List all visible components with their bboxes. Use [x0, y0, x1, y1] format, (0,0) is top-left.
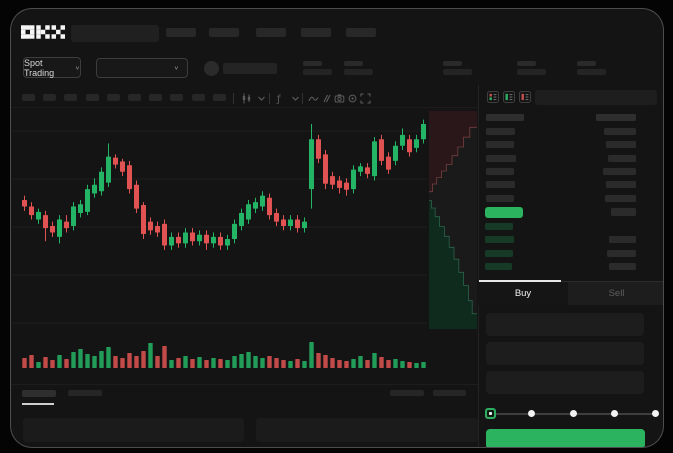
candle-style-icon[interactable] [241, 93, 252, 104]
amount-input-placeholder[interactable] [486, 342, 644, 365]
tab-sell-label[interactable]: Sell [608, 288, 625, 299]
bid-amount-placeholder [607, 249, 636, 257]
timeframe-button-placeholder[interactable] [22, 94, 35, 101]
bid-price-placeholder[interactable] [485, 223, 513, 230]
ask-price-placeholder[interactable] [486, 194, 514, 202]
indicators-icon[interactable]: ƒ [275, 93, 286, 104]
stat-label-placeholder [443, 61, 462, 66]
open-orders-row-placeholder [23, 418, 244, 442]
bid-price-placeholder[interactable] [485, 249, 513, 257]
nav-item-placeholder[interactable] [209, 28, 239, 37]
tab-buy[interactable] [478, 281, 568, 305]
stat-label-placeholder [577, 61, 596, 66]
slider-stop-dot[interactable] [528, 410, 536, 417]
bid-price-placeholder[interactable] [485, 262, 512, 270]
candlestick-chart[interactable] [13, 111, 427, 328]
slider-stop-dot[interactable] [569, 410, 577, 417]
orderbook-amount-header-placeholder [596, 114, 636, 121]
ask-price-placeholder[interactable] [486, 141, 514, 149]
ask-amount-placeholder [604, 128, 636, 135]
stat-value-placeholder [303, 69, 332, 75]
chevron-down-icon: ∨ [173, 65, 179, 72]
timeframe-button-placeholder[interactable] [85, 94, 99, 101]
ask-amount-placeholder [606, 141, 636, 149]
book-bids-icon[interactable] [503, 91, 515, 103]
tab-buy-label[interactable]: Buy [514, 288, 532, 299]
market-type-selector[interactable]: Spot Trading ∨ [23, 57, 81, 78]
pair-name-placeholder [223, 63, 277, 74]
chevron-down-icon[interactable] [290, 93, 301, 104]
okx-logo [21, 25, 65, 39]
stat-label-placeholder [517, 61, 536, 66]
stat-value-placeholder [577, 69, 606, 75]
timeframe-button-placeholder[interactable] [106, 94, 120, 101]
depth-precision-selector-placeholder[interactable] [535, 90, 657, 105]
ask-amount-placeholder [603, 167, 636, 175]
market-type-label: Spot Trading [24, 57, 55, 78]
pair-avatar [204, 61, 219, 76]
book-both-icon[interactable] [487, 91, 499, 103]
bid-amount-placeholder [609, 236, 636, 244]
compare-icon[interactable] [321, 93, 332, 104]
stat-label-placeholder [303, 61, 322, 66]
bid-price-placeholder[interactable] [485, 236, 514, 244]
pair-selector[interactable]: ∨ [96, 58, 188, 78]
timeframe-button-placeholder[interactable] [128, 94, 141, 101]
timeframe-button-placeholder[interactable] [212, 94, 226, 101]
active-tab-indicator [479, 280, 561, 282]
timeframe-button-placeholder[interactable] [191, 94, 205, 101]
right-panel: Buy Sell [478, 9, 663, 447]
fullscreen-icon[interactable] [360, 93, 371, 104]
last-price-badge[interactable] [485, 207, 523, 218]
percent-slider-handle[interactable] [485, 408, 496, 419]
bid-amount-placeholder [609, 262, 636, 270]
depth-overlay [429, 111, 477, 329]
nav-item-placeholder[interactable] [256, 28, 286, 37]
volume-chart [22, 342, 426, 368]
book-asks-icon[interactable] [519, 91, 531, 103]
price-input-placeholder[interactable] [486, 313, 644, 336]
svg-text:ƒ: ƒ [276, 94, 281, 104]
total-input-placeholder[interactable] [486, 371, 644, 394]
stat-value-placeholder [517, 69, 546, 75]
chevron-down-icon: ∨ [74, 65, 80, 71]
slider-handle-dot [489, 412, 492, 415]
bottom-tab-active-placeholder[interactable] [22, 390, 56, 397]
open-orders-row-placeholder [256, 418, 478, 442]
global-search-placeholder[interactable] [71, 25, 159, 42]
ask-price-placeholder[interactable] [486, 128, 515, 135]
line-tool-icon[interactable] [308, 93, 319, 104]
last-price-amount-placeholder [611, 208, 636, 216]
stat-value-placeholder [344, 69, 373, 75]
ask-price-placeholder[interactable] [486, 154, 516, 162]
ask-amount-placeholder [605, 194, 636, 202]
ask-price-placeholder[interactable] [486, 181, 515, 189]
settings-icon[interactable] [347, 93, 358, 104]
ask-price-placeholder[interactable] [486, 167, 514, 175]
stat-label-placeholder [344, 61, 363, 66]
ask-amount-placeholder [606, 181, 636, 189]
bottom-panel-action-placeholder[interactable] [433, 390, 466, 396]
bottom-tab-underline [22, 403, 54, 405]
ask-amount-placeholder [608, 154, 636, 162]
camera-icon[interactable] [334, 93, 345, 104]
bottom-panel-action-placeholder[interactable] [390, 390, 424, 396]
nav-item-placeholder[interactable] [166, 28, 196, 37]
slider-stop-dot[interactable] [610, 410, 618, 417]
nav-item-placeholder[interactable] [301, 28, 331, 37]
nav-item-placeholder[interactable] [346, 28, 376, 37]
app-window: Spot Trading ∨ ∨ ƒ [10, 8, 664, 448]
stat-value-placeholder [443, 69, 472, 75]
timeframe-button-placeholder[interactable] [43, 94, 57, 101]
timeframe-button-placeholder[interactable] [170, 94, 184, 101]
slider-stop-dot[interactable] [652, 410, 659, 417]
bottom-tab-placeholder[interactable] [68, 390, 102, 396]
timeframe-button-placeholder[interactable] [149, 94, 163, 101]
chevron-down-icon[interactable] [256, 93, 267, 104]
orderbook-price-header-placeholder [486, 114, 524, 121]
buy-submit-button[interactable] [486, 429, 645, 447]
timeframe-button-placeholder[interactable] [64, 94, 78, 101]
